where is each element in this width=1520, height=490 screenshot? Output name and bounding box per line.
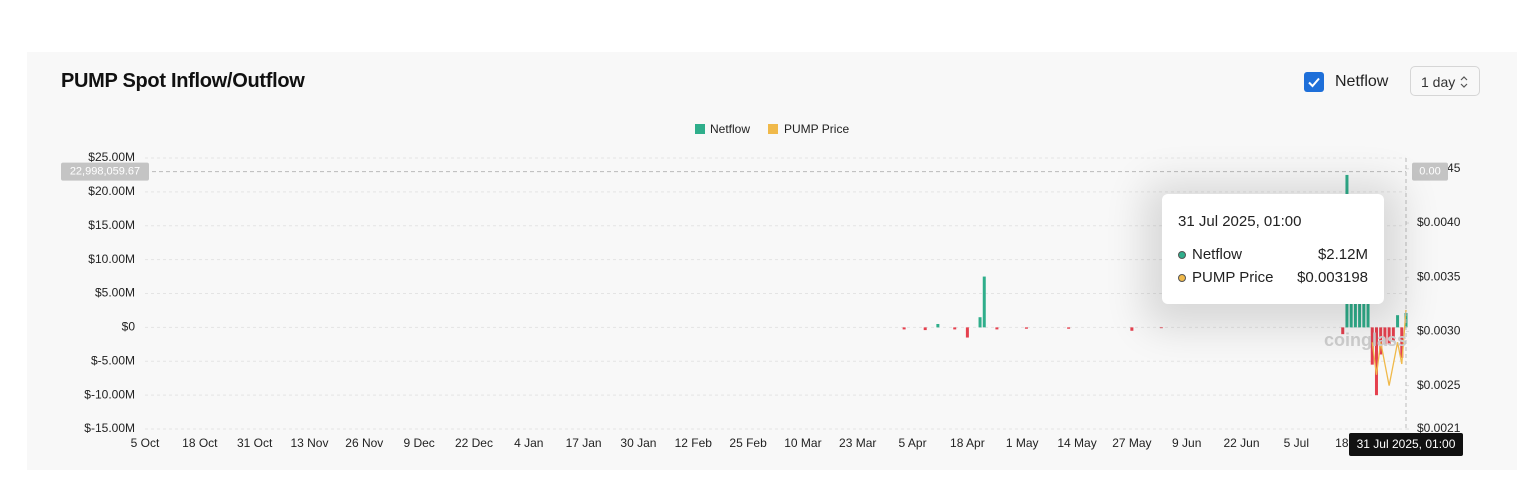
title: PUMP Spot Inflow/Outflow: [61, 70, 305, 92]
x-tick-label: 17 Jan: [566, 436, 602, 450]
checkbox[interactable]: [1304, 72, 1324, 92]
bar: [1391, 327, 1395, 341]
tooltip-row: Netflow $2.12M: [1178, 246, 1368, 266]
bar: [1349, 300, 1353, 328]
card: PUMP Spot Inflow/Outflow Netflow 1 day: [27, 52, 1517, 470]
check-icon: [1308, 77, 1320, 88]
x-tick-label: 23 Mar: [839, 436, 876, 450]
legend-label: PUMP Price: [784, 122, 849, 136]
x-tick-label: 18 Apr: [950, 436, 985, 450]
y2-tick-label: $0.0040: [1417, 215, 1461, 229]
tooltip-dot: [1178, 274, 1186, 282]
x-tick-label: 30 Jan: [620, 436, 656, 450]
x-tick-label: 13 Nov: [290, 436, 328, 450]
crosshair-y2-box: [1412, 162, 1448, 181]
bar: [902, 327, 906, 330]
x-tick-label: 12 Feb: [675, 436, 713, 450]
tooltip-value: $2.12M: [1317, 246, 1368, 263]
crosshair-x-box: [1349, 433, 1463, 456]
x-tick-label: 10 Mar: [784, 436, 821, 450]
bar: [1341, 327, 1345, 335]
crosshair-y-box: [61, 162, 149, 181]
x-tick-label: 4 Jan: [514, 436, 543, 450]
y2-tick-label: $0.0030: [1417, 324, 1461, 338]
watermark: coinglass: [1324, 330, 1407, 350]
y-tick-label: $-5.00M: [91, 353, 135, 367]
tooltip-value: $0.003198: [1297, 269, 1368, 286]
legend-swatch: [695, 124, 705, 134]
y-tick-label: $25.00M: [88, 150, 135, 164]
bar: [1374, 327, 1378, 396]
interval-text: 1 day: [1421, 74, 1456, 90]
bar: [1159, 327, 1163, 329]
crosshair-x-label: 31 Jul 2025, 01:00: [1357, 437, 1456, 451]
bar: [953, 327, 957, 330]
legend-label: Netflow: [710, 122, 750, 136]
x-tick-label: 9 Jun: [1172, 436, 1201, 450]
bar: [1383, 327, 1387, 345]
chevron-icon: [1460, 76, 1468, 88]
x-tick-label: 5 Oct: [131, 436, 160, 450]
price-line: [1371, 309, 1407, 386]
bar: [936, 323, 940, 328]
legend-swatch: [768, 124, 778, 134]
x-tick-label: 27 May: [1112, 436, 1151, 450]
y2-tick-label: $0.0025: [1417, 378, 1461, 392]
tooltip-dot: [1178, 251, 1186, 259]
y2-tick-label: $0.0035: [1417, 269, 1461, 283]
bar: [995, 327, 999, 330]
bar: [1400, 327, 1404, 358]
bar: [982, 276, 986, 328]
bar: [1379, 327, 1383, 355]
x-tick-label: 22 Jun: [1224, 436, 1260, 450]
x-tick-label: 9 Dec: [403, 436, 434, 450]
bar: [1067, 327, 1071, 329]
bar: [1353, 300, 1357, 328]
tooltip-title: 31 Jul 2025, 01:00: [1178, 213, 1302, 230]
tooltip-row: PUMP Price $0.003198: [1178, 269, 1368, 289]
bar: [965, 327, 969, 338]
bar: [1362, 300, 1366, 328]
bar: [1358, 300, 1362, 328]
interval-select[interactable]: 1 day: [1410, 66, 1480, 96]
x-tick-label: 18 Oct: [182, 436, 218, 450]
y-tick-label: $20.00M: [88, 184, 135, 198]
y-tick-label: $15.00M: [88, 218, 135, 232]
crosshair-y2-label: 0.00: [1419, 165, 1440, 177]
x-tick-label: 5 Jul: [1284, 436, 1309, 450]
bar: [978, 317, 982, 328]
bar: [1396, 315, 1400, 328]
tooltip-name: PUMP Price: [1192, 269, 1274, 286]
x-tick-label: 31 Oct: [237, 436, 273, 450]
bar: [1366, 300, 1370, 328]
y-tick-label: $-15.00M: [84, 421, 135, 435]
y2-tick-label: $0.0021: [1417, 421, 1461, 435]
y-tick-label: $10.00M: [88, 252, 135, 266]
bar: [1024, 327, 1028, 329]
x-tick-label: 1 May: [1006, 436, 1039, 450]
y-tick-label: $5.00M: [95, 286, 135, 300]
x-tick-label: 26 Nov: [345, 436, 383, 450]
tooltip: 31 Jul 2025, 01:00 Netflow $2.12M PUMP Pri…: [1162, 194, 1384, 304]
bar: [923, 327, 927, 331]
y-tick-label: $-10.00M: [84, 387, 135, 401]
bar: [1387, 327, 1391, 345]
y-tick-label: $0: [122, 320, 136, 334]
tooltip-name: Netflow: [1192, 246, 1243, 263]
x-tick-label: 22 Dec: [455, 436, 493, 450]
x-tick-label: 5 Apr: [899, 436, 927, 450]
checkbox-label[interactable]: Netflow: [1335, 73, 1389, 90]
x-tick-label: 25 Feb: [729, 436, 767, 450]
x-tick-label: 14 May: [1057, 436, 1096, 450]
crosshair-y-label: 22,998,059.67: [70, 165, 140, 177]
bar: [1130, 327, 1134, 331]
